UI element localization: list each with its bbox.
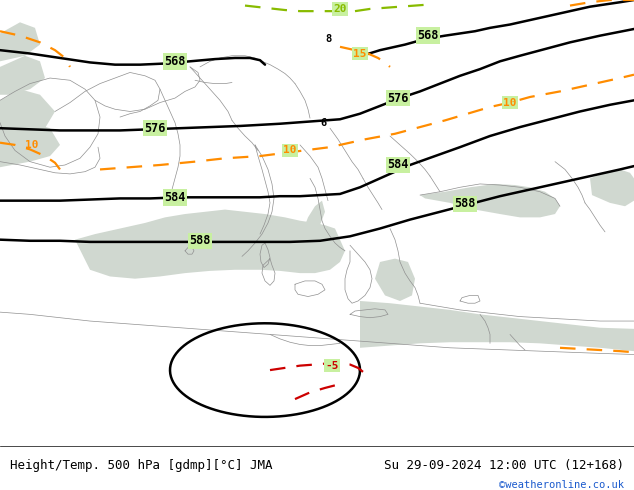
Polygon shape xyxy=(0,56,45,95)
Polygon shape xyxy=(375,259,415,301)
Polygon shape xyxy=(420,184,560,218)
Text: 10: 10 xyxy=(503,98,517,108)
Polygon shape xyxy=(0,22,40,61)
Text: -5: -5 xyxy=(325,361,339,370)
Text: 8: 8 xyxy=(325,34,331,44)
Text: 588: 588 xyxy=(455,197,476,211)
Polygon shape xyxy=(360,301,634,351)
Text: 584: 584 xyxy=(164,191,186,204)
Polygon shape xyxy=(590,170,634,206)
Text: Su 29-09-2024 12:00 UTC (12+168): Su 29-09-2024 12:00 UTC (12+168) xyxy=(384,459,624,472)
Text: Height/Temp. 500 hPa [gdmp][°C] JMA: Height/Temp. 500 hPa [gdmp][°C] JMA xyxy=(10,459,272,472)
Polygon shape xyxy=(305,201,325,228)
Text: 568: 568 xyxy=(164,55,186,68)
Text: 10: 10 xyxy=(283,146,297,155)
Polygon shape xyxy=(0,89,55,139)
Text: 6: 6 xyxy=(320,118,327,127)
Text: 576: 576 xyxy=(145,122,165,135)
Text: 10: 10 xyxy=(25,140,39,150)
Text: ©weatheronline.co.uk: ©weatheronline.co.uk xyxy=(500,480,624,490)
Polygon shape xyxy=(0,122,60,167)
Text: 20: 20 xyxy=(333,4,347,14)
Text: 584: 584 xyxy=(387,158,409,172)
Polygon shape xyxy=(250,236,295,268)
Text: 576: 576 xyxy=(387,92,409,104)
Polygon shape xyxy=(75,210,345,279)
Text: 588: 588 xyxy=(190,234,210,247)
Text: 15: 15 xyxy=(353,49,366,58)
Text: 568: 568 xyxy=(417,29,439,42)
